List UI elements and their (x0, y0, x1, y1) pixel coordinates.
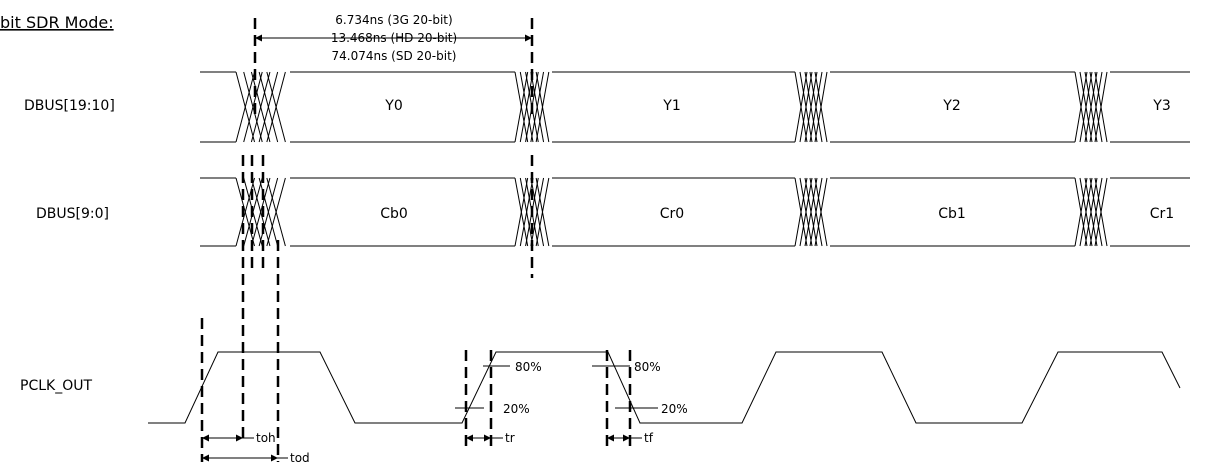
bus-word: Y2 (942, 98, 960, 114)
bus-crossing-line (535, 177, 550, 247)
bus-crossing-line (1089, 71, 1103, 143)
bus-crossing-line (1079, 177, 1093, 247)
tr-label: tr (505, 431, 515, 445)
bus-word: Y0 (384, 98, 402, 114)
bus-crossing-line (519, 71, 534, 143)
signal-label-pclk: PCLK_OUT (20, 378, 92, 394)
bus-crossing-line (814, 177, 828, 247)
rise-20-label: 20% (503, 402, 530, 416)
bus-crossing-line (814, 71, 828, 143)
bus-crossing-line (258, 177, 279, 247)
period-label-sd: 74.074ns (SD 20-bit) (332, 49, 457, 63)
bus-crossing-line (1074, 177, 1088, 247)
bus-crossing-line (514, 71, 529, 143)
bus-crossing-line (799, 71, 813, 143)
bus-word: Y3 (1152, 98, 1170, 114)
bus-crossing-line (514, 177, 529, 247)
bus-word: Cb1 (938, 206, 966, 222)
fall-80-label: 80% (634, 360, 661, 374)
rise-80-label: 80% (515, 360, 542, 374)
bus-crossing-line (1084, 71, 1098, 143)
signal-label-dbus-low: DBUS[9:0] (36, 206, 109, 222)
bus-crossing-line (266, 177, 286, 247)
bus-word: Cr1 (1150, 206, 1174, 222)
diagram-title: bit SDR Mode: (0, 13, 114, 32)
tod-label: tod (290, 451, 310, 465)
bus-crossing-line (799, 177, 813, 247)
bus-crossing-line (794, 71, 808, 143)
bus-crossing-line (809, 71, 823, 143)
bus-crossing-line (250, 177, 271, 247)
bus-word: Y1 (662, 98, 680, 114)
bus-crossing-line (530, 177, 545, 247)
fall-20-label: 20% (661, 402, 688, 416)
bus-crossing-line (235, 71, 255, 143)
bus-waveform-dbus-low (200, 177, 1190, 247)
tf-label: tf (644, 431, 654, 445)
bus-crossing-line (243, 71, 263, 143)
period-label-3g: 6.734ns (3G 20-bit) (335, 13, 452, 27)
pclk-waveform (148, 351, 1181, 424)
toh-label: toh (256, 431, 276, 445)
bus-crossing-line (1074, 71, 1088, 143)
bus-crossing-line (535, 71, 550, 143)
bus-crossing-line (1094, 177, 1108, 247)
bus-crossing-line (804, 177, 818, 247)
bus-crossing-line (530, 71, 545, 143)
bus-word: Cb0 (380, 206, 408, 222)
bus-word: Cr0 (660, 206, 684, 222)
bus-crossing-line (809, 177, 823, 247)
bus-crossing-line (250, 71, 271, 143)
bus-waveform-dbus-high (200, 71, 1190, 143)
bus-crossing-line (1079, 71, 1093, 143)
bus-crossing-line (266, 71, 286, 143)
bus-crossing-line (1089, 177, 1103, 247)
signal-label-dbus-high: DBUS[19:10] (24, 98, 115, 114)
bus-crossing-line (1094, 71, 1108, 143)
bus-crossing-line (1084, 177, 1098, 247)
bus-crossing-line (794, 177, 808, 247)
bus-crossing-line (258, 71, 279, 143)
bus-crossing-line (804, 71, 818, 143)
